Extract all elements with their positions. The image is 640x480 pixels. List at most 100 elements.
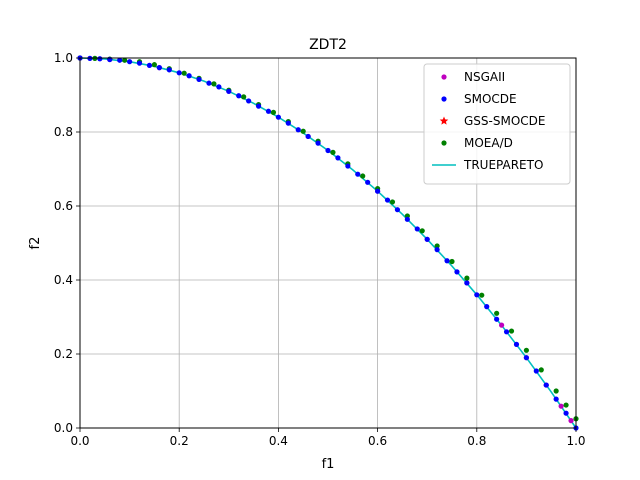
data-point-smocde	[365, 179, 371, 185]
data-point-moea-d	[360, 173, 366, 179]
data-point-smocde	[136, 60, 143, 66]
data-point-moea-d	[419, 228, 425, 234]
data-point-smocde	[543, 382, 549, 388]
data-point-smocde	[444, 258, 450, 264]
data-point-moea-d	[449, 258, 455, 265]
data-point-smocde	[404, 216, 410, 222]
data-point-smocde	[117, 57, 123, 63]
x-tick-label: 1.0	[566, 434, 585, 448]
data-point-smocde	[295, 127, 301, 133]
data-point-moea-d	[389, 199, 396, 205]
legend-item-moea-d: MOEA/D	[441, 136, 513, 150]
data-point-smocde	[494, 316, 500, 322]
data-point-smocde	[176, 70, 182, 76]
data-point-moea-d	[211, 81, 217, 87]
data-point-smocde	[394, 207, 401, 213]
series-layer	[77, 55, 579, 431]
data-point-moea-d	[181, 70, 187, 76]
data-point-smocde	[146, 62, 153, 68]
data-point-smocde	[285, 120, 291, 126]
data-point-smocde	[454, 269, 460, 275]
data-point-smocde	[305, 133, 311, 140]
data-point-smocde	[375, 188, 381, 194]
data-point-smocde	[384, 197, 391, 203]
data-point-moea-d	[330, 149, 336, 155]
legend-item-truepareto: TRUEPARETO	[432, 158, 543, 172]
y-tick-label: 1.0	[54, 51, 73, 65]
data-point-moea-d	[241, 94, 247, 100]
x-axis-label: f1	[322, 457, 335, 472]
data-point-moea-d	[538, 367, 544, 373]
data-point-smocde	[414, 226, 420, 232]
data-point-moea-d	[553, 388, 559, 394]
legend-label-moea-d: MOEA/D	[464, 136, 513, 150]
data-point-moea-d	[434, 243, 440, 249]
data-point-smocde	[474, 292, 480, 298]
data-point-moea-d	[523, 347, 530, 353]
data-point-smocde	[563, 410, 569, 416]
data-point-smocde	[523, 355, 530, 361]
legend-box	[423, 63, 571, 185]
data-point-smocde	[236, 93, 242, 99]
data-point-smocde	[335, 155, 341, 161]
data-point-smocde	[533, 368, 539, 374]
data-point-smocde	[265, 108, 272, 114]
x-tick-label: 0.4	[269, 434, 288, 448]
data-point-moea-d	[300, 128, 306, 134]
legend-marker-nsgaii	[441, 74, 447, 80]
data-point-smocde	[513, 341, 520, 347]
data-point-smocde	[484, 304, 490, 310]
data-point-smocde	[434, 247, 440, 253]
data-point-smocde	[166, 67, 172, 73]
series-smocde	[77, 55, 579, 431]
legend-marker-moea-d	[441, 140, 447, 146]
data-point-smocde	[186, 73, 192, 79]
data-point-smocde	[325, 147, 331, 154]
data-point-smocde	[315, 140, 321, 146]
data-point-smocde	[424, 236, 430, 242]
legend: NSGAII SMOCDE GSS-SMOCDE MOEA/D TRUEPARETO	[423, 63, 571, 185]
data-point-smocde	[503, 329, 510, 335]
data-point-smocde	[464, 280, 470, 286]
data-point-smocde	[127, 59, 133, 65]
axis-ticks: 0.0 0.2 0.4 0.6 0.8 1.0 0.0 0.2 0.4 0.6 0.8 1.0	[54, 51, 586, 448]
plot-area-frame	[79, 57, 577, 429]
data-point-nsgaii	[568, 418, 574, 424]
data-point-smocde	[206, 80, 212, 86]
data-point-smocde	[345, 163, 351, 169]
legend-label-truepareto: TRUEPARETO	[463, 158, 543, 172]
y-tick-label: 0.2	[54, 347, 73, 361]
chart-title: ZDT2	[309, 37, 347, 53]
data-point-smocde	[226, 88, 232, 94]
data-point-smocde	[196, 76, 202, 83]
data-point-moea-d	[270, 109, 277, 115]
legend-item-smocde: SMOCDE	[441, 92, 517, 106]
x-tick-label: 0.6	[368, 434, 387, 448]
data-point-nsgaii	[558, 403, 564, 409]
y-tick-label: 0.4	[54, 273, 73, 287]
x-tick-label: 0.0	[70, 434, 89, 448]
data-point-smocde	[355, 171, 361, 177]
legend-marker-gss-smocde	[439, 116, 449, 125]
data-point-smocde	[216, 84, 222, 90]
y-tick-label: 0.8	[54, 125, 73, 139]
data-point-moea-d	[151, 62, 157, 68]
y-axis-label: f2	[28, 237, 43, 250]
legend-label-gss-smocde: GSS-SMOCDE	[464, 114, 545, 128]
x-tick-label: 0.2	[170, 434, 189, 448]
data-point-moea-d	[464, 275, 470, 281]
data-point-moea-d	[563, 402, 569, 408]
legend-label-nsgaii: NSGAII	[464, 70, 505, 84]
legend-item-gss-smocde: GSS-SMOCDE	[439, 114, 545, 128]
legend-marker-smocde	[441, 96, 447, 102]
data-point-smocde	[156, 65, 162, 71]
data-point-smocde	[553, 396, 559, 402]
data-point-smocde	[275, 114, 281, 120]
y-tick-label: 0.6	[54, 199, 73, 213]
data-point-moea-d	[122, 57, 128, 63]
data-point-smocde	[246, 98, 252, 104]
data-point-moea-d	[508, 328, 515, 334]
legend-label-smocde: SMOCDE	[464, 92, 517, 106]
data-point-nsgaii	[499, 322, 505, 328]
